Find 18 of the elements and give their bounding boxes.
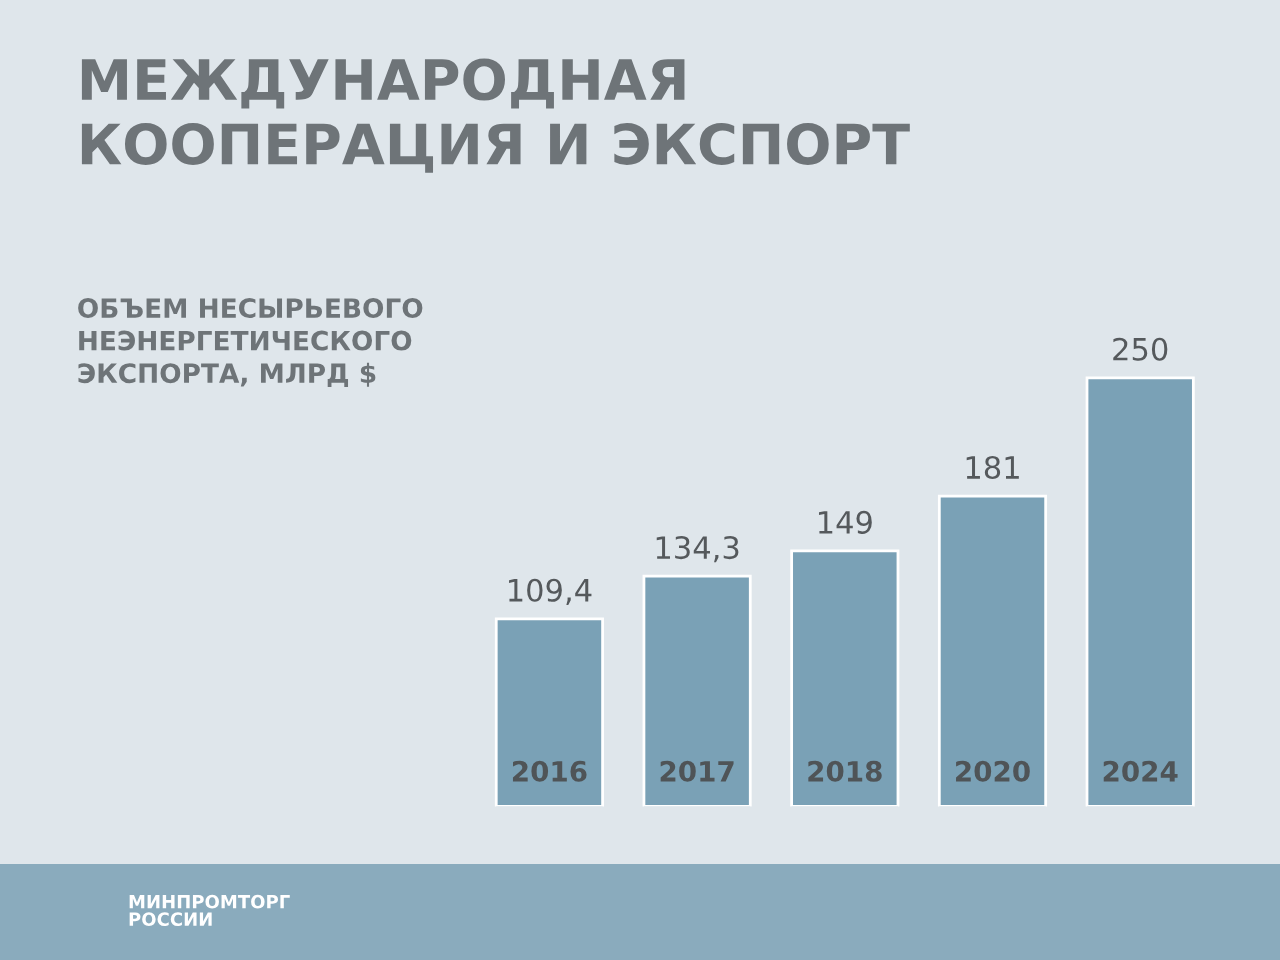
x-tick-label: 2016 (512, 760, 587, 782)
data-label: 109,4 (509, 578, 592, 605)
bar (1085, 376, 1195, 807)
data-label: 149 (818, 510, 872, 534)
chart-title: МЕЖДУНАРОДНАЯ КООПЕРАЦИЯ И ЭКСПОРТ (81, 58, 910, 173)
bar (937, 494, 1048, 807)
x-tick-label: 2017 (660, 760, 734, 782)
data-label: 181 (966, 455, 1019, 480)
x-tick-label: 2024 (1103, 760, 1178, 782)
text: МИНПРОМТОРГ РОССИИ (129, 894, 290, 926)
text: ОБЪЕМ НЕСЫРЬЕВОГО НЕЭНЕРГЕТИЧЕСКОГО ЭКСПОРТА, МЛРД $ (78, 298, 423, 387)
data-label: 134,3 (656, 536, 739, 563)
bar (494, 617, 604, 807)
x-tick-label: 2020 (956, 760, 1030, 782)
bar (642, 574, 752, 807)
bar (790, 549, 900, 807)
x-tick-label: 2018 (808, 760, 882, 782)
data-label: 250 (1113, 337, 1168, 361)
